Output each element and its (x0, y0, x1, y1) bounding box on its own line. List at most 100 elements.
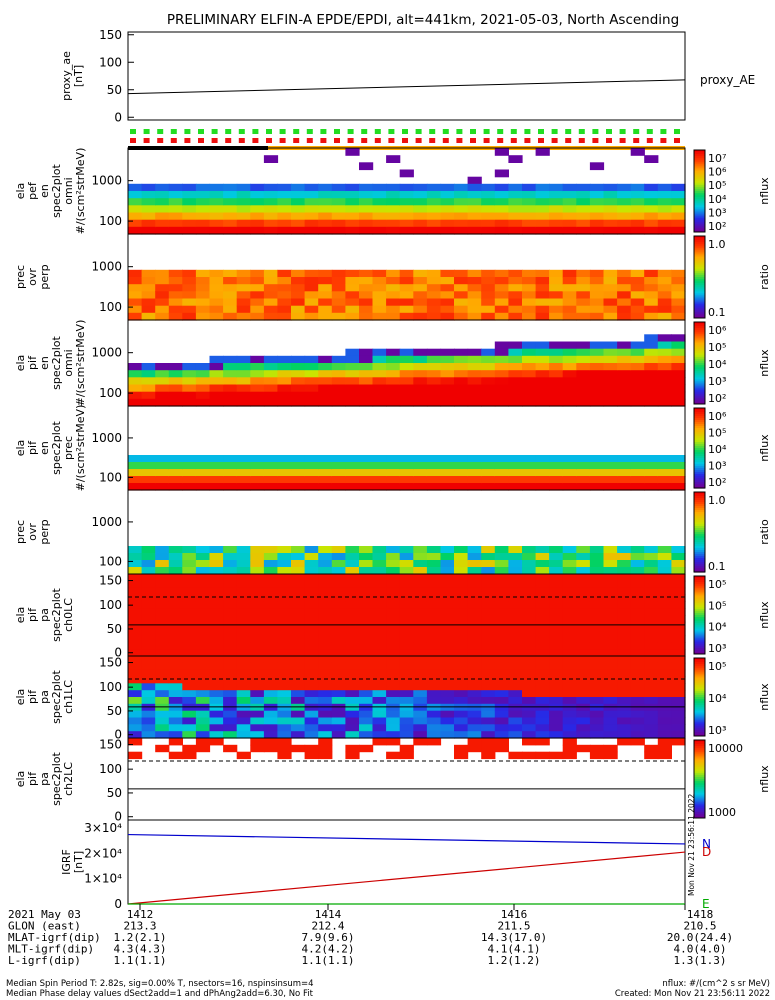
heatmap-cell (250, 580, 265, 589)
status-flag (293, 129, 300, 134)
heatmap-cell (155, 567, 170, 575)
colorbar-frame (693, 149, 706, 233)
heatmap-cell (182, 469, 197, 477)
heatmap-cell (562, 621, 577, 630)
heatmap-cell (617, 269, 632, 278)
colorbar-tick-label: 10000 (708, 742, 743, 755)
heatmap-cell (304, 560, 319, 568)
colorbar-tick-label: 10⁴ (708, 193, 727, 206)
heatmap-cell (359, 191, 374, 199)
heatmap-cell (155, 703, 170, 712)
heatmap-cell (331, 608, 346, 616)
heatmap-cell (454, 628, 469, 637)
heatmap-cell (236, 476, 251, 484)
colorbar-cell (694, 248, 705, 251)
heatmap-cell (481, 649, 496, 657)
heatmap-cell (589, 291, 605, 300)
heatmap-cell (155, 628, 170, 637)
heatmap-cell (331, 717, 346, 725)
heatmap-cell (318, 370, 333, 378)
heatmap-cell (549, 615, 564, 623)
heatmap-cell (236, 277, 251, 285)
status-flag (238, 129, 245, 134)
colorbar-cell (694, 757, 705, 760)
heatmap-cell (182, 198, 197, 206)
heatmap-cell (522, 462, 537, 470)
colorbar-cell (694, 466, 705, 469)
heatmap-cell (128, 269, 143, 278)
heatmap-cell (481, 601, 496, 609)
heatmap-cell (399, 594, 414, 602)
colorbar-cell (694, 258, 705, 262)
heatmap-cell (168, 656, 183, 664)
heatmap-cell (168, 724, 183, 732)
heatmap-cell (522, 615, 537, 623)
heatmap-cell (128, 455, 143, 463)
heatmap-cell (454, 312, 469, 321)
heatmap-cell (630, 355, 645, 364)
colorbar-cell (694, 414, 705, 417)
heatmap-cell (331, 483, 346, 491)
heatmap-cell (168, 291, 183, 300)
heatmap-cell (359, 348, 374, 357)
heatmap-cell (209, 574, 224, 582)
heatmap-cell (454, 212, 469, 221)
heatmap-cell (508, 155, 523, 163)
status-flag (361, 129, 368, 134)
heatmap-cell (603, 649, 618, 657)
heatmap-cell (128, 594, 143, 602)
heatmap-cell (617, 341, 632, 350)
heatmap-cell (128, 697, 143, 705)
y-tick-label: 100 (99, 680, 122, 694)
heatmap-cell (386, 738, 401, 746)
heatmap-cell (413, 377, 428, 386)
heatmap-cell (562, 717, 577, 725)
heatmap-cell (155, 690, 170, 698)
heatmap-cell (128, 567, 143, 575)
colorbar-cell (694, 640, 705, 643)
heatmap-cell (603, 635, 618, 643)
colorbar-cell (694, 792, 705, 796)
heatmap-cell (250, 703, 265, 712)
heatmap-cell (291, 212, 306, 221)
heatmap-cell (494, 697, 509, 705)
heatmap-cell (440, 676, 455, 684)
heatmap-cell (413, 363, 428, 371)
heatmap-cell (644, 183, 659, 192)
heatmap-cell (617, 370, 632, 378)
heatmap-cell (426, 483, 442, 491)
colorbar-cell (694, 371, 705, 374)
heatmap-cell (481, 483, 496, 491)
heatmap-cell (236, 717, 251, 725)
panel-ylabel: pif (26, 355, 39, 370)
status-flag (279, 138, 286, 143)
status-flag (619, 129, 626, 134)
status-flag (497, 129, 504, 134)
status-flag (442, 129, 449, 134)
colorbar-cell (694, 536, 705, 539)
colorbar-cell (694, 814, 705, 817)
heatmap-cell (617, 284, 632, 292)
status-flag (374, 129, 381, 134)
heatmap-cell (644, 731, 659, 739)
heatmap-cell (576, 703, 591, 712)
heatmap-cell (603, 355, 618, 364)
heatmap-cell (168, 370, 183, 378)
heatmap-cell (277, 476, 292, 484)
heatmap-cell (494, 662, 509, 671)
heatmap-cell (195, 219, 211, 228)
colorbar-cell (694, 734, 705, 737)
colorbar-cell (694, 816, 705, 819)
heatmap-cell (494, 690, 509, 698)
heatmap-cell (494, 355, 509, 364)
heatmap-cell (263, 683, 279, 691)
heatmap-cell (141, 567, 156, 575)
heatmap-cell (549, 391, 564, 400)
heatmap-cell (277, 662, 292, 671)
heatmap-cell (128, 305, 143, 314)
heatmap-cell (223, 183, 238, 192)
heatmap-cell (182, 476, 197, 484)
status-flag (306, 138, 313, 143)
heatmap-cell (223, 621, 238, 630)
heatmap-cell (168, 455, 183, 463)
